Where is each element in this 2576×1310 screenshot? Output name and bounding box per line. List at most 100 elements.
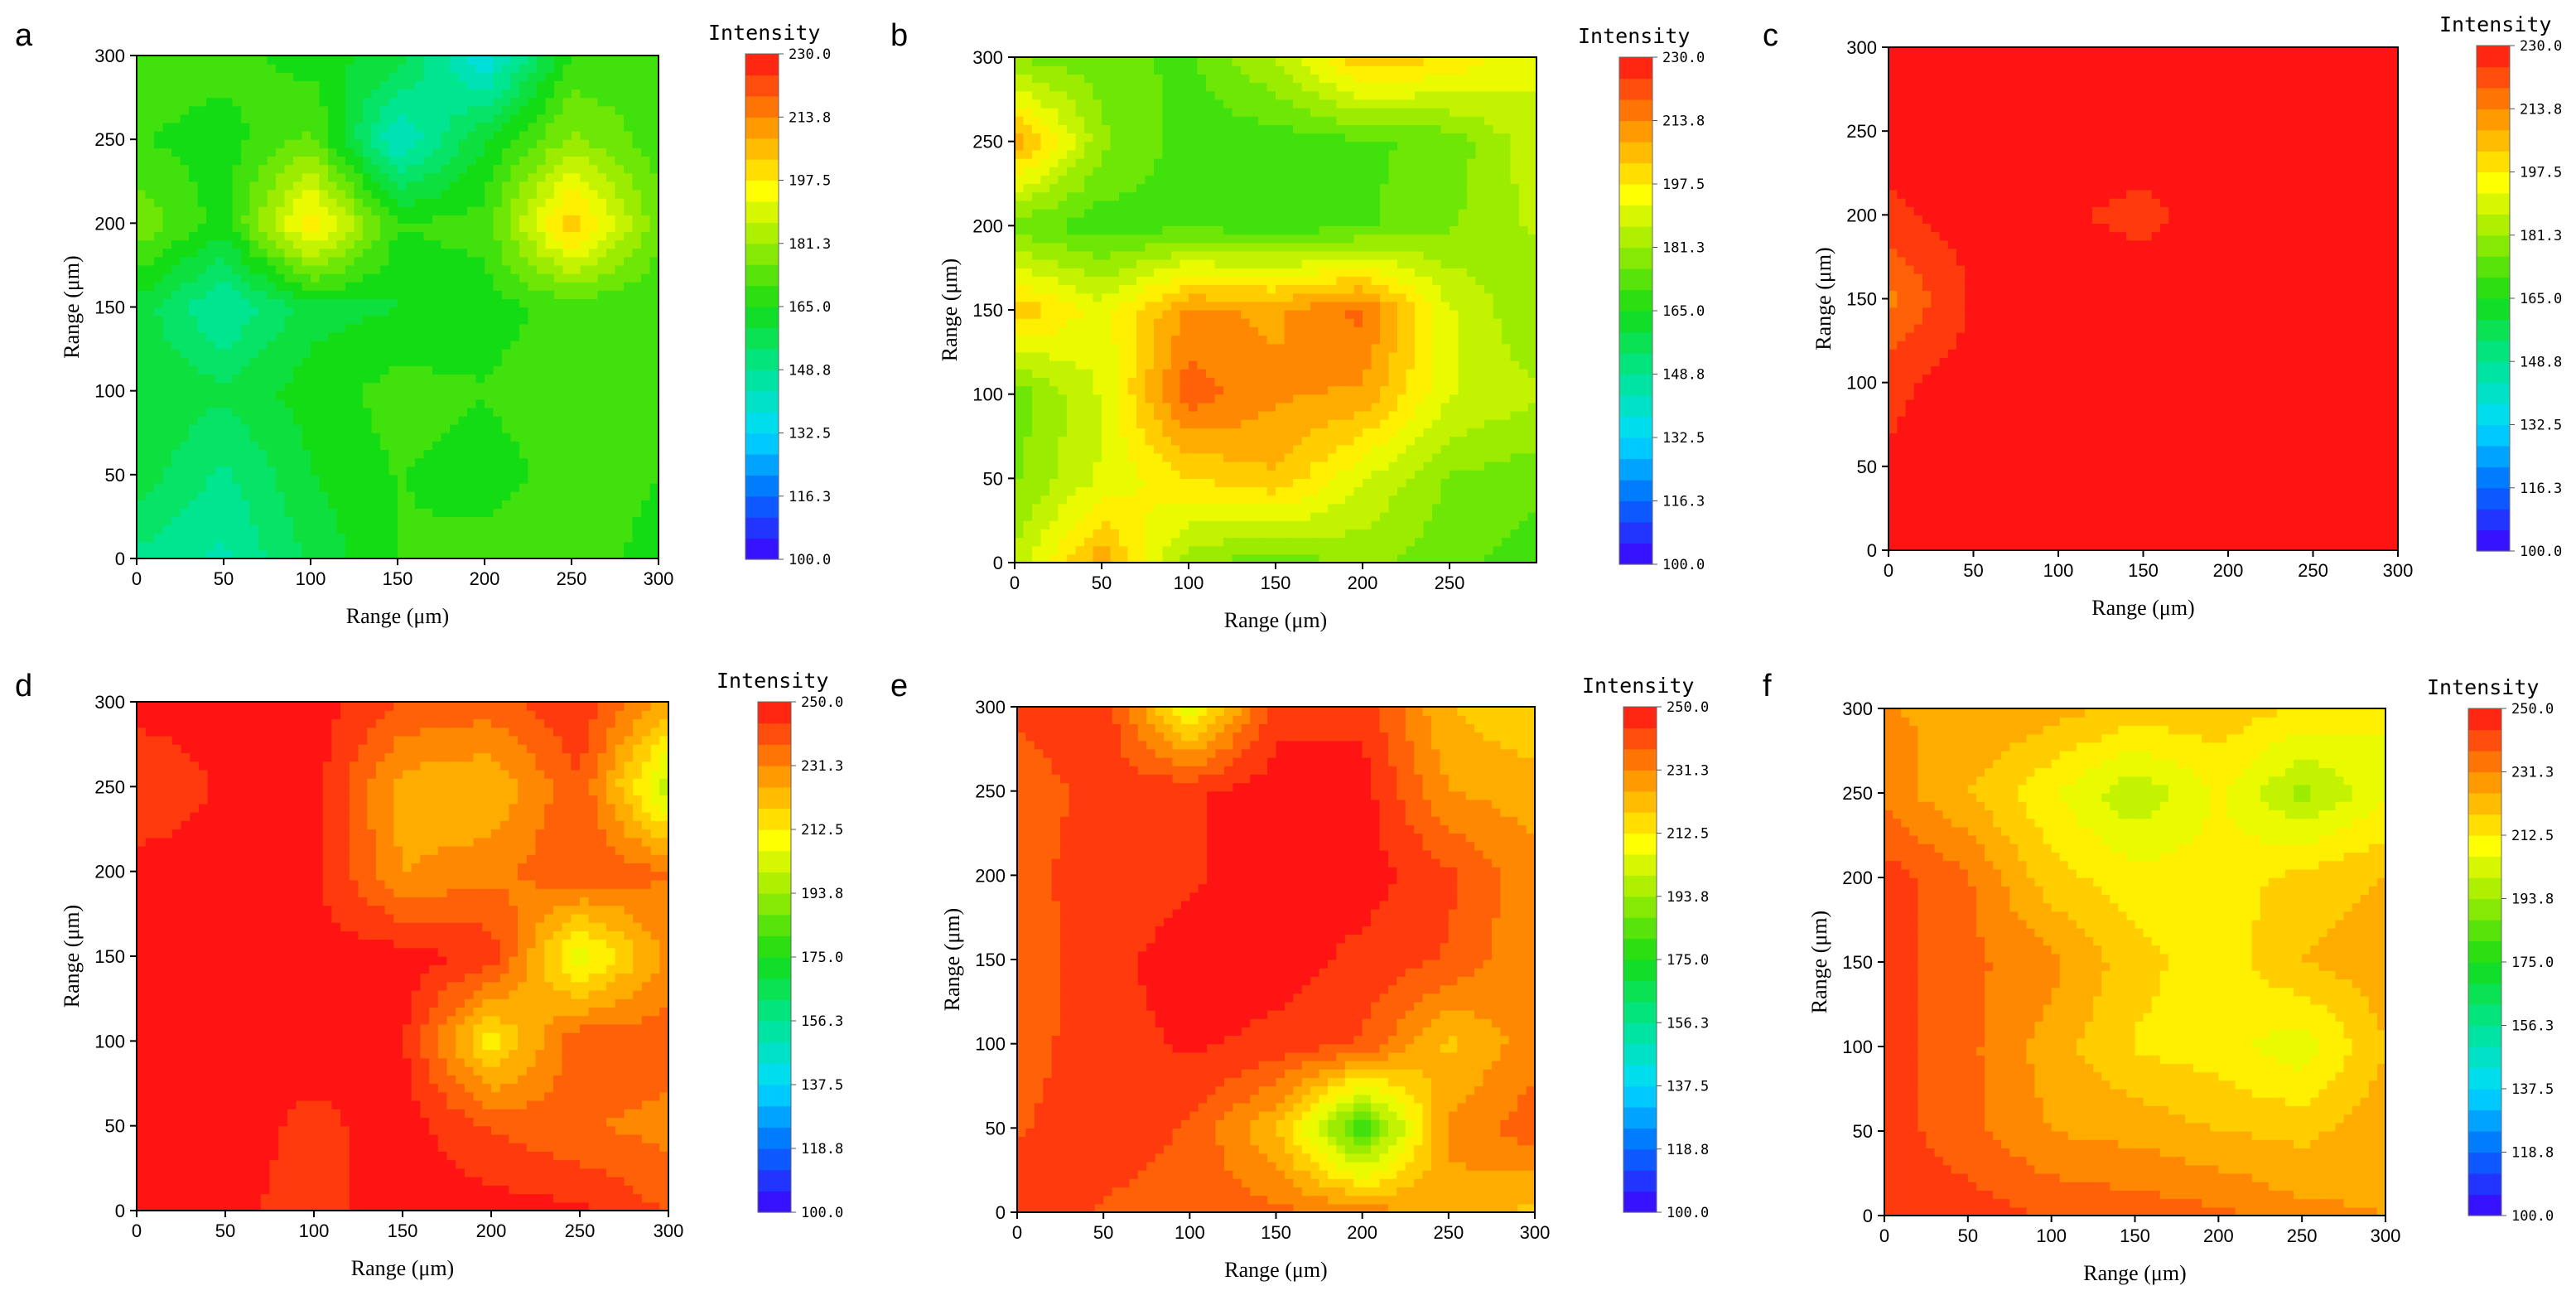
heatmap-cell xyxy=(459,282,468,291)
heatmap-cell xyxy=(276,542,285,551)
heatmap-cell xyxy=(171,341,181,350)
heatmap-cell xyxy=(198,416,207,425)
heatmap-cell xyxy=(181,399,190,408)
heatmap-cell xyxy=(502,491,511,500)
heatmap-cell xyxy=(589,441,598,450)
heatmap-cell xyxy=(581,374,590,383)
heatmap-cell xyxy=(528,357,538,366)
heatmap-cell xyxy=(389,542,398,551)
heatmap-cell xyxy=(345,483,355,492)
heatmap-cell xyxy=(285,550,294,559)
heatmap-cell xyxy=(328,449,337,458)
heatmap-cell xyxy=(598,282,607,291)
heatmap-cell xyxy=(502,316,511,325)
heatmap-cell xyxy=(641,534,650,543)
heatmap-cell xyxy=(450,449,459,458)
heatmap-cell xyxy=(268,508,277,517)
heatmap-cell xyxy=(615,483,625,492)
heatmap-cell xyxy=(563,349,572,358)
heatmap-cell xyxy=(459,534,468,543)
heatmap-cell xyxy=(641,383,650,392)
heatmap-cell xyxy=(224,475,233,484)
heatmap-cell xyxy=(268,341,277,350)
heatmap-cell xyxy=(415,265,424,274)
heatmap-cell xyxy=(206,449,215,458)
heatmap-cell xyxy=(598,416,607,425)
heatmap-cell xyxy=(554,365,563,375)
heatmap-cell xyxy=(302,298,311,307)
heatmap-cell xyxy=(181,542,190,551)
heatmap-cell xyxy=(641,441,650,450)
heatmap-cell xyxy=(650,466,659,476)
heatmap-cell xyxy=(293,349,302,358)
heatmap-cell xyxy=(224,399,233,408)
heatmap-cell xyxy=(258,408,268,417)
heatmap-cell xyxy=(154,424,163,433)
heatmap-cell xyxy=(519,316,528,325)
heatmap-cell xyxy=(320,550,329,559)
heatmap-cell xyxy=(650,357,659,366)
heatmap-cell xyxy=(181,349,190,358)
heatmap-cell xyxy=(502,441,511,450)
heatmap-cell xyxy=(328,550,337,559)
heatmap-cell xyxy=(302,433,311,442)
heatmap-cell xyxy=(337,475,346,484)
heatmap-cell xyxy=(233,324,242,333)
heatmap-cell xyxy=(268,357,277,366)
heatmap-cell xyxy=(432,458,441,467)
figure-canvas: a0 50 100 150 200 250 300050100150200250300Ran… xyxy=(0,0,2576,1310)
heatmap-cell xyxy=(389,424,398,433)
heatmap-cell xyxy=(328,458,337,467)
heatmap-cell xyxy=(206,534,215,543)
heatmap-cell xyxy=(181,550,190,559)
heatmap-cell xyxy=(432,424,441,433)
heatmap-cell xyxy=(137,365,146,375)
heatmap-cell xyxy=(494,332,503,341)
heatmap-cell xyxy=(606,383,615,392)
heatmap-cell xyxy=(224,483,233,492)
heatmap-cell xyxy=(337,307,346,317)
heatmap-cell xyxy=(258,466,268,476)
heatmap-cell xyxy=(224,273,233,283)
heatmap-cell xyxy=(511,449,520,458)
heatmap-cell xyxy=(171,408,181,417)
heatmap-cell xyxy=(572,416,581,425)
heatmap-cell xyxy=(372,391,381,400)
heatmap-cell xyxy=(285,399,294,408)
heatmap-cell xyxy=(641,516,650,525)
heatmap-cell xyxy=(398,508,407,517)
heatmap-cell xyxy=(485,316,494,325)
heatmap-cell xyxy=(537,307,546,317)
heatmap-cell xyxy=(380,416,389,425)
heatmap-cell xyxy=(624,433,633,442)
heatmap-cell xyxy=(581,500,590,509)
heatmap-cell xyxy=(206,332,215,341)
heatmap-cell xyxy=(241,466,250,476)
heatmap-cell xyxy=(285,475,294,484)
heatmap-cell xyxy=(450,441,459,450)
heatmap-cell xyxy=(441,508,451,517)
heatmap-cell xyxy=(563,508,572,517)
heatmap-cell xyxy=(355,316,364,325)
heatmap-cell xyxy=(546,290,555,299)
heatmap-cell xyxy=(467,500,476,509)
heatmap-cell xyxy=(467,383,476,392)
heatmap-cell xyxy=(650,516,659,525)
heatmap-cell xyxy=(241,449,250,458)
heatmap-cell xyxy=(398,433,407,442)
heatmap-cell xyxy=(476,374,485,383)
heatmap-cell xyxy=(432,449,441,458)
heatmap-cell xyxy=(554,508,563,517)
heatmap-cell xyxy=(459,365,468,375)
heatmap-cell xyxy=(328,399,337,408)
heatmap-cell xyxy=(293,290,302,299)
heatmap-cell xyxy=(537,525,546,534)
heatmap-cell xyxy=(633,475,642,484)
heatmap-cell xyxy=(241,399,250,408)
heatmap-cell xyxy=(137,516,146,525)
heatmap-cell xyxy=(363,307,372,317)
heatmap-cell xyxy=(415,542,424,551)
heatmap-cell xyxy=(285,449,294,458)
heatmap-cell xyxy=(563,298,572,307)
heatmap-cell xyxy=(407,282,416,291)
